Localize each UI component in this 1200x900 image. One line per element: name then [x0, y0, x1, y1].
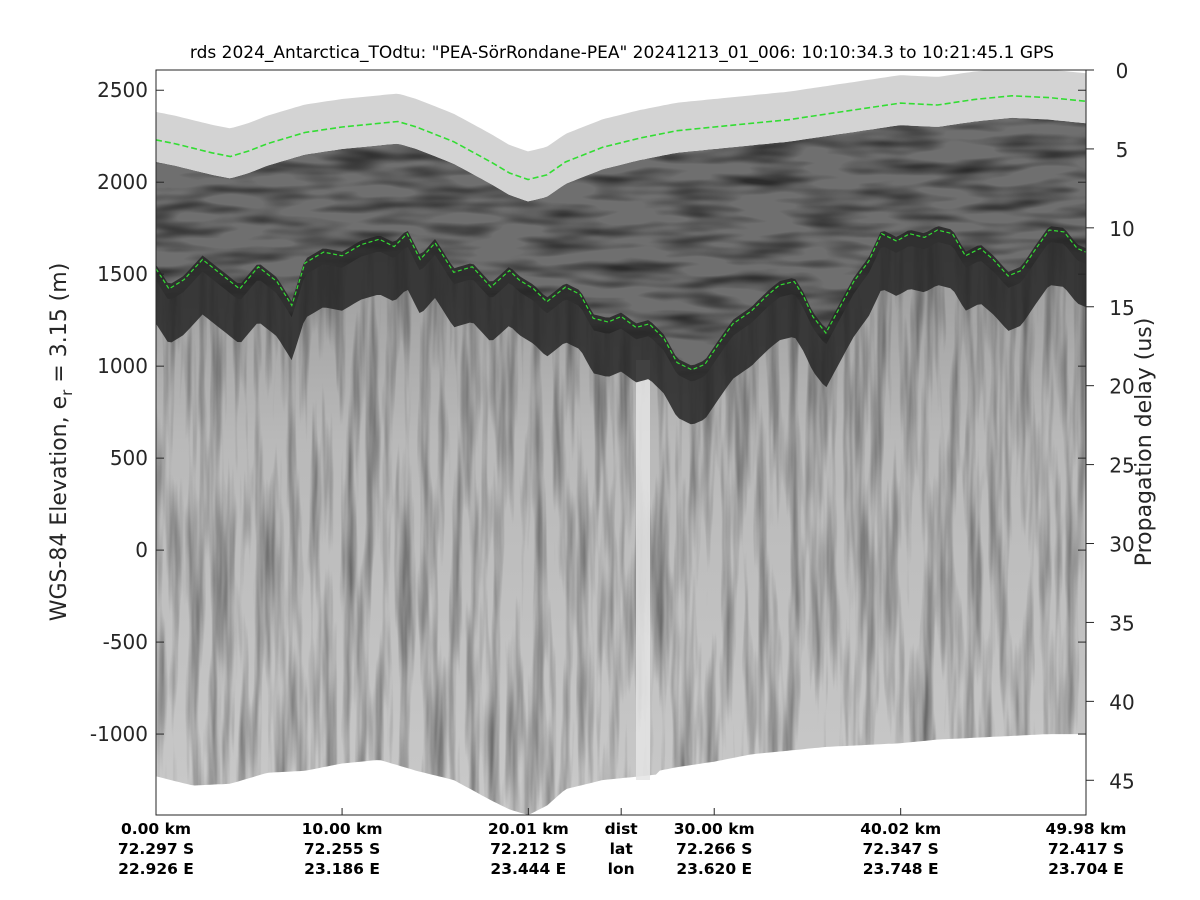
bottom-row-legend: lat [610, 840, 634, 858]
right-tick-label: 5 [1116, 138, 1129, 162]
right-tick-label: 40 [1109, 690, 1134, 714]
longitude-label: 23.186 E [304, 860, 380, 878]
left-tick-label: -500 [103, 630, 148, 654]
distance-label: 30.00 km [674, 820, 755, 838]
latitude-label: 72.297 S [118, 840, 194, 858]
latitude-label: 72.255 S [304, 840, 380, 858]
latitude-label: 72.212 S [490, 840, 566, 858]
distance-label: 49.98 km [1046, 820, 1127, 838]
left-axis-label: WGS-84 Elevation, er = 3.15 (m) [47, 263, 76, 622]
left-tick-label: -1000 [90, 722, 148, 746]
right-tick-label: 30 [1109, 533, 1134, 557]
right-axis: 0 5 10 15 20 25 30 35 40 45 [1086, 59, 1135, 793]
echogram-image [156, 70, 1086, 815]
longitude-label: 23.620 E [676, 860, 752, 878]
distance-label: 10.00 km [302, 820, 383, 838]
right-tick-label: 20 [1109, 375, 1134, 399]
right-tick-label: 0 [1116, 59, 1129, 83]
chart-title: rds 2024_Antarctica_TOdtu: "PEA-SörRonda… [190, 43, 1054, 63]
right-tick-label: 25 [1109, 454, 1134, 478]
bottom-row-legend: dist [605, 820, 639, 838]
bed-trace [156, 229, 1086, 371]
latitude-label: 72.266 S [676, 840, 752, 858]
bed-return-band [156, 226, 1086, 425]
right-tick-label: 35 [1109, 611, 1134, 635]
right-tick-label: 15 [1109, 296, 1134, 320]
left-tick-label: 1500 [97, 262, 148, 286]
distance-label: 20.01 km [488, 820, 569, 838]
left-tick-label: 2000 [97, 170, 148, 194]
longitude-label: 23.704 E [1048, 860, 1124, 878]
left-axis: 2500 2000 1500 1000 500 0 -500 -1000 [90, 78, 1086, 746]
longitude-label: 23.444 E [490, 860, 566, 878]
left-tick-label: 500 [110, 446, 148, 470]
left-tick-label: 1000 [97, 354, 148, 378]
left-tick-label: 0 [135, 538, 148, 562]
distance-label: 40.02 km [860, 820, 941, 838]
surface-return-band [156, 70, 1086, 202]
surface-trace [156, 94, 1086, 181]
data-gap-strip [636, 360, 650, 780]
longitude-label: 23.748 E [863, 860, 939, 878]
right-axis-label: Propagation delay (us) [1132, 318, 1157, 567]
longitude-label: 22.926 E [118, 860, 194, 878]
right-tick-label: 45 [1109, 769, 1134, 793]
latitude-label: 72.347 S [862, 840, 938, 858]
latitude-label: 72.417 S [1048, 840, 1124, 858]
left-tick-label: 2500 [97, 78, 148, 102]
distance-label: 0.00 km [121, 820, 191, 838]
bottom-row-legend: lon [608, 860, 635, 878]
bottom-distance-labels: 0.00 km 72.297 S 22.926 E 10.00 km 72.255 S 2… [118, 808, 1127, 878]
internal-layers [156, 117, 1086, 382]
right-tick-label: 10 [1109, 217, 1134, 241]
sub-bed-streaks [156, 240, 1086, 815]
